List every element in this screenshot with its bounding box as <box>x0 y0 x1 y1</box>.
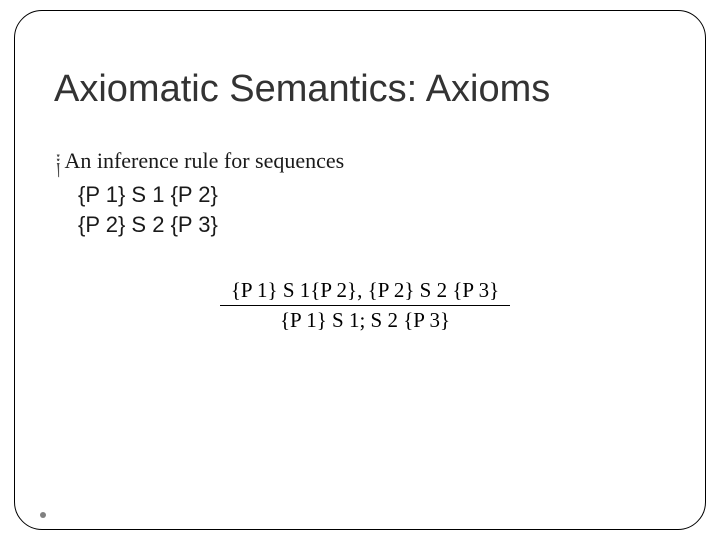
sequence-line-2: {P 2} S 2 {P 3} <box>78 212 218 238</box>
slide-title: Axiomatic Semantics: Axioms <box>54 68 550 111</box>
slide: Axiomatic Semantics: Axioms ༐ An inferen… <box>0 0 720 540</box>
sequence-line-1: {P 1} S 1 {P 2} <box>78 182 218 208</box>
bullet-icon: ༐ <box>56 152 60 172</box>
inference-conclusion: {P 1} S 1; S 2 {P 3} <box>220 306 510 333</box>
inference-rule: {P 1} S 1{P 2}, {P 2} S 2 {P 3} {P 1} S … <box>220 278 510 333</box>
inference-premise: {P 1} S 1{P 2}, {P 2} S 2 {P 3} <box>220 278 510 305</box>
bullet-row: ༐ An inference rule for sequences <box>56 148 344 174</box>
bullet-text: An inference rule for sequences <box>64 148 344 174</box>
corner-dot-icon <box>40 512 46 518</box>
